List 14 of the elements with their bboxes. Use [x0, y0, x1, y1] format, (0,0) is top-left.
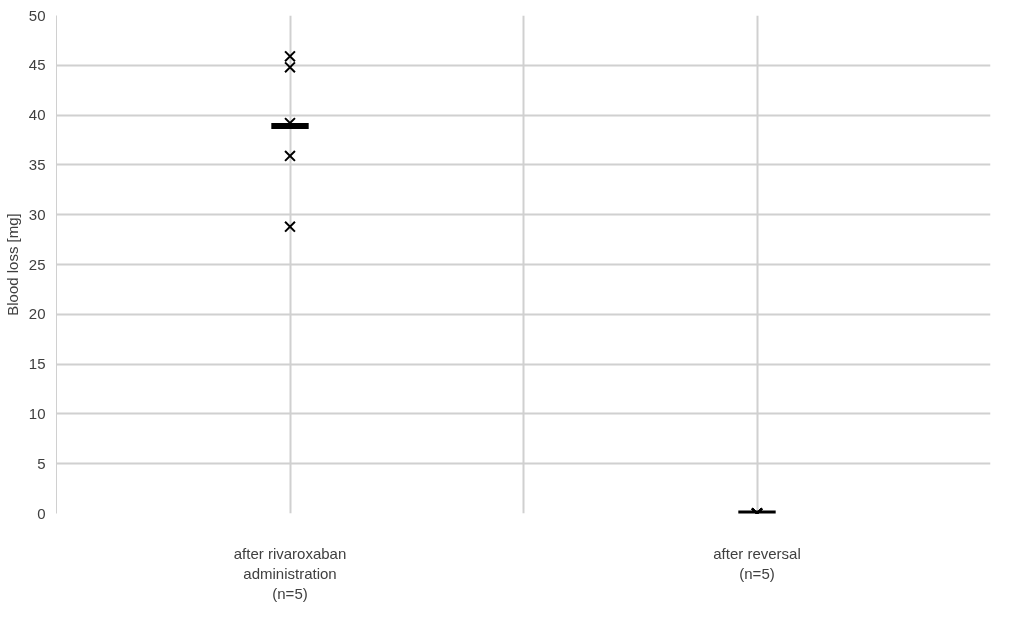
y-tick-label: 25 [28, 255, 46, 273]
y-tick-label: 20 [28, 305, 46, 323]
x-tick-label: after rivaroxaban administration (n=5) [233, 544, 347, 603]
y-tick-label: 35 [28, 155, 46, 173]
y-tick-label: 15 [28, 355, 46, 373]
y-tick-label: 5 [37, 454, 46, 472]
x-tick-label: after reversal (n=5) [713, 544, 801, 582]
y-axis-title: Blood loss [mg] [3, 213, 21, 316]
y-tick-label: 40 [28, 106, 46, 124]
y-tick-label: 45 [28, 56, 46, 74]
y-tick-label: 50 [28, 6, 46, 24]
y-tick-label: 10 [28, 404, 46, 422]
y-tick-label: 0 [37, 504, 46, 522]
y-tick-label: 30 [28, 205, 46, 223]
